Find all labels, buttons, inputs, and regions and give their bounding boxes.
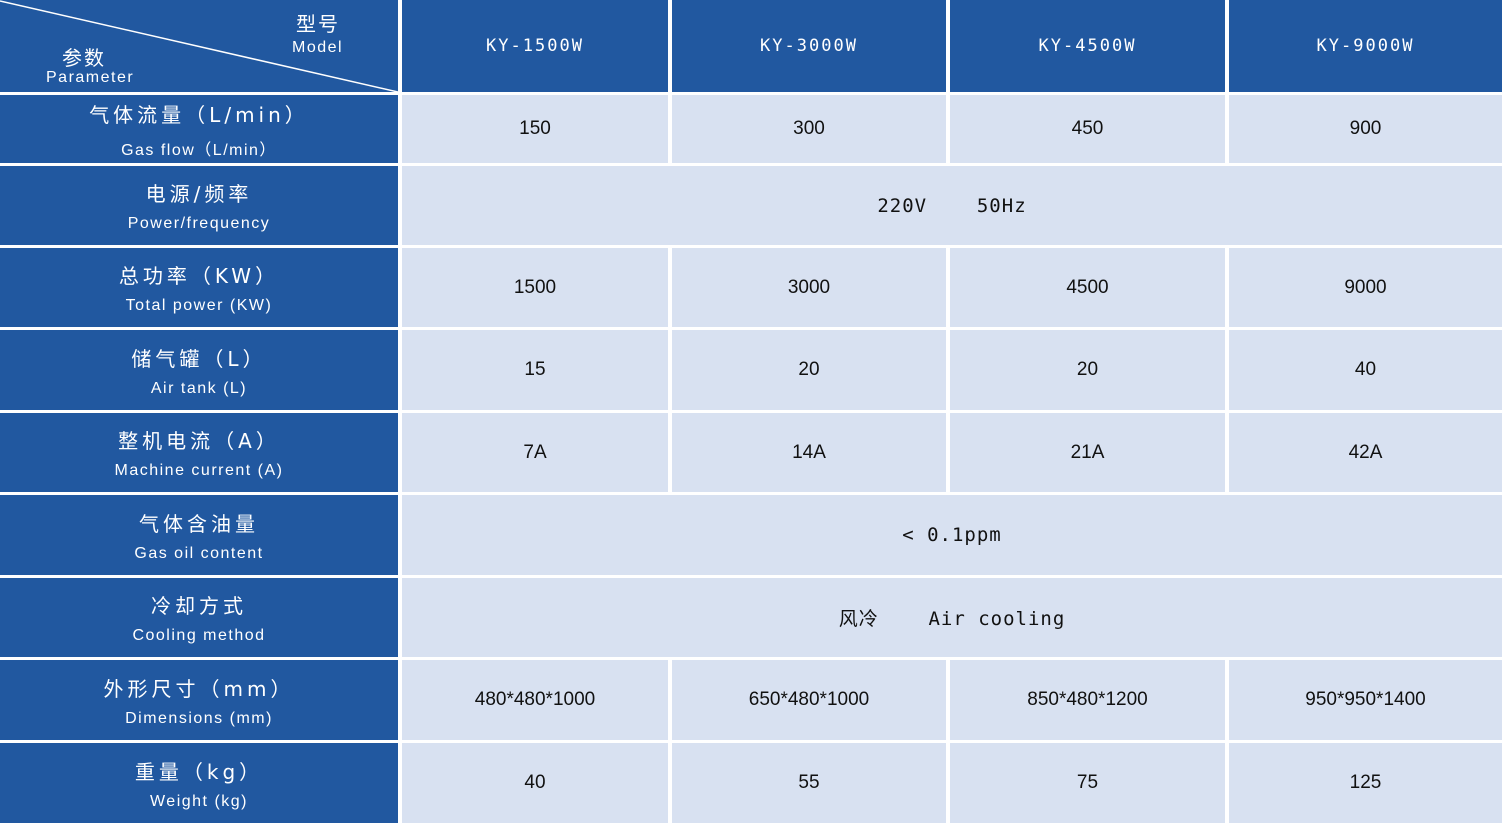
row-label-zh: 总功率（KW）: [118, 264, 280, 288]
value-cell: 9000: [1229, 248, 1502, 327]
cell-value: 14A: [792, 441, 826, 463]
cell-value: 21A: [1070, 441, 1105, 463]
model-header-cell: KY-3000W: [672, 0, 946, 92]
cell-value: 9000: [1344, 276, 1387, 298]
cell-value: 20: [798, 359, 820, 380]
value-cell: 40: [402, 743, 668, 823]
model-name: KY-3000W: [760, 36, 858, 56]
row-label-zh: 重量（kg）: [134, 759, 264, 784]
row-label-zh: 整机电流（A）: [118, 429, 280, 453]
cell-value: 300: [793, 118, 825, 139]
row-label-en: Air tank (L): [150, 379, 248, 397]
value-cell: 4500: [950, 248, 1225, 327]
cell-value: 950*950*1400: [1305, 689, 1426, 710]
row-label-zh: 储气罐（L）: [131, 346, 267, 371]
row-header: 冷却方式 Cooling method: [0, 578, 398, 657]
cell-value: 1500: [513, 276, 557, 298]
model-name: KY-9000W: [1316, 36, 1415, 56]
row-label-zh: 电源/频率: [145, 182, 253, 206]
row-header: 整机电流（A） Machine current (A): [0, 413, 398, 492]
row-label-zh: 冷却方式: [151, 594, 247, 618]
model-header-cell: KY-9000W: [1229, 0, 1502, 92]
model-label-zh: 型号: [296, 12, 340, 36]
row-label-en: Machine current (A): [114, 462, 284, 479]
row-label-en: Weight (kg): [149, 792, 248, 810]
value-cell: 480*480*1000: [402, 660, 668, 740]
value-cell: 14A: [672, 413, 946, 492]
cell-value: 风冷 Air cooling: [838, 608, 1066, 630]
value-cell: 300: [672, 95, 946, 163]
value-cell: 900: [1229, 95, 1502, 163]
corner-header: 型号 Model 参数 Parameter: [0, 0, 398, 92]
value-cell: 20: [672, 330, 946, 410]
model-name: KY-4500W: [1038, 36, 1137, 56]
model-header-cell: KY-4500W: [950, 0, 1225, 92]
cell-value: 480*480*1000: [474, 689, 596, 710]
row-header: 储气罐（L） Air tank (L): [0, 330, 398, 410]
row-label-zh: 气体流量（L/min）: [89, 102, 309, 127]
row-header: 气体含油量 Gas oil content: [0, 495, 398, 575]
cell-value: 4500: [1066, 276, 1109, 298]
value-cell: 20: [950, 330, 1225, 410]
row-label-en: Gas flow（L/min）: [121, 141, 277, 159]
diagonal-divider: [0, 0, 398, 92]
model-name: KY-1500W: [486, 36, 584, 56]
row-label-en: Gas oil content: [134, 544, 264, 562]
cell-value: 40: [1354, 359, 1377, 380]
cell-value: 55: [798, 772, 820, 793]
value-cell: 40: [1229, 330, 1502, 410]
cell-value: 40: [524, 772, 546, 793]
cell-value: 900: [1349, 118, 1382, 139]
value-cell: 15: [402, 330, 668, 410]
cell-value: 650*480*1000: [748, 689, 870, 710]
row-header: 电源/频率 Power/frequency: [0, 166, 398, 245]
merged-value-cell: 220V 50Hz: [402, 166, 1502, 245]
cell-value: 20: [1076, 359, 1099, 380]
value-cell: 21A: [950, 413, 1225, 492]
value-cell: 150: [402, 95, 668, 163]
row-header: 外形尺寸（mm） Dimensions (mm): [0, 660, 398, 740]
param-label-zh: 参数: [62, 46, 106, 70]
row-label-en: Total power (KW): [125, 297, 273, 314]
value-cell: 650*480*1000: [672, 660, 946, 740]
merged-value-cell: < 0.1ppm: [402, 495, 1502, 575]
row-label-zh: 气体含油量: [139, 511, 259, 536]
value-cell: 7A: [402, 413, 668, 492]
model-header-cell: KY-1500W: [402, 0, 668, 92]
value-cell: 55: [672, 743, 946, 823]
cell-value: 3000: [787, 276, 831, 298]
cell-value: 850*480*1200: [1027, 689, 1148, 710]
cell-value: 450: [1071, 118, 1104, 139]
value-cell: 125: [1229, 743, 1502, 823]
cell-value: 15: [524, 359, 546, 380]
row-label-zh: 外形尺寸（mm）: [103, 676, 295, 701]
row-label-en: Power/frequency: [127, 215, 271, 232]
cell-value: 75: [1076, 772, 1099, 793]
cell-value: 125: [1349, 772, 1382, 793]
value-cell: 42A: [1229, 413, 1502, 492]
value-cell: 850*480*1200: [950, 660, 1225, 740]
row-header: 总功率（KW） Total power (KW): [0, 248, 398, 327]
cell-value: 42A: [1348, 441, 1383, 463]
value-cell: 450: [950, 95, 1225, 163]
cell-value: 220V 50Hz: [877, 194, 1027, 217]
row-label-en: Dimensions (mm): [125, 709, 273, 727]
value-cell: 3000: [672, 248, 946, 327]
value-cell: 1500: [402, 248, 668, 327]
cell-value: 150: [519, 118, 551, 139]
row-header: 气体流量（L/min） Gas flow（L/min）: [0, 95, 398, 163]
cell-value: < 0.1ppm: [902, 524, 1002, 546]
cell-value: 7A: [523, 441, 547, 463]
value-cell: 75: [950, 743, 1225, 823]
row-header: 重量（kg） Weight (kg): [0, 743, 398, 823]
value-cell: 950*950*1400: [1229, 660, 1502, 740]
param-label-en: Parameter: [46, 69, 135, 86]
merged-value-cell: 风冷 Air cooling: [402, 578, 1502, 657]
row-label-en: Cooling method: [132, 627, 266, 644]
model-label-en: Model: [292, 39, 344, 56]
